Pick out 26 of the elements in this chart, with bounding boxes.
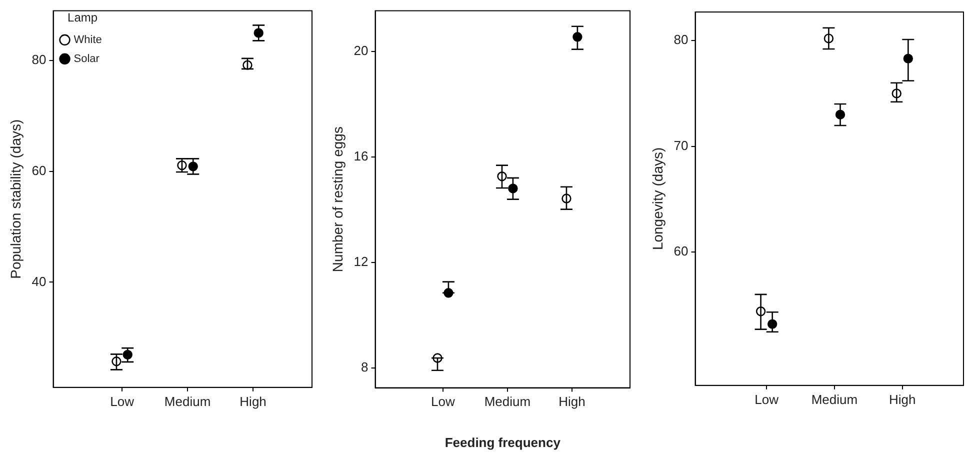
x-tick-label: High	[889, 392, 916, 407]
x-tick-label: Low	[431, 394, 456, 410]
y-tick-label: 60	[32, 162, 46, 178]
legend-label: White	[74, 34, 102, 46]
y-tick-label: 20	[354, 43, 368, 58]
y-tick-label: 80	[674, 32, 688, 48]
y-axis-title: Number of resting eggs	[329, 126, 346, 272]
x-tick-label: Low	[110, 394, 135, 409]
y-tick-label: 40	[32, 274, 46, 289]
y-tick-label: 80	[32, 52, 46, 68]
x-tick-label: Medium	[484, 394, 531, 410]
x-tick-label: Low	[754, 392, 780, 407]
legend-title: Lamp	[68, 10, 98, 24]
x-axis-title: Feeding frequency	[444, 434, 562, 450]
y-tick-label: 70	[674, 138, 688, 153]
y-tick-label: 8	[361, 360, 368, 375]
y-tick-label: 60	[674, 244, 688, 259]
x-tick-label: Medium	[811, 392, 858, 407]
legend-label: Solar	[74, 52, 100, 65]
y-tick-label: 12	[354, 254, 368, 270]
y-axis-title: Population stability (days)	[7, 119, 24, 279]
x-tick-label: High	[558, 394, 586, 410]
x-tick-label: Medium	[164, 394, 211, 409]
y-axis-title: Longevity (days)	[649, 147, 666, 250]
y-tick-label: 16	[354, 148, 368, 164]
x-tick-label: High	[240, 394, 266, 409]
